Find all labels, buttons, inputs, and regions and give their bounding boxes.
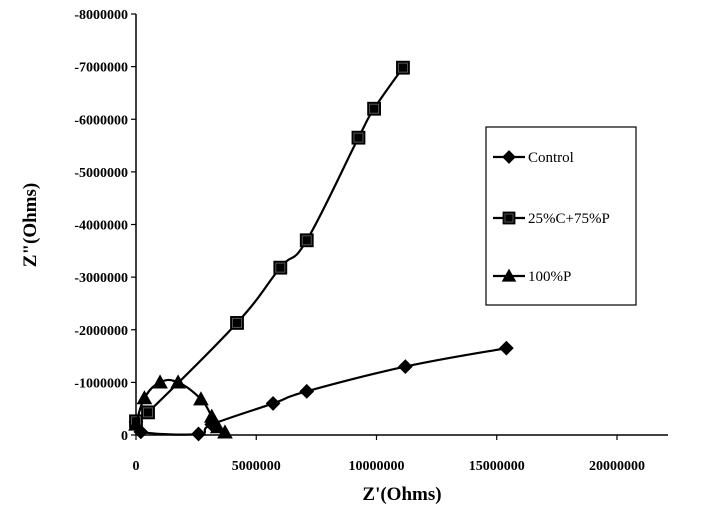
legend-label-25-c-75-p: 25%C+75%P <box>528 211 610 227</box>
legend-label-100-p: 100%P <box>528 269 571 285</box>
y-tick-label: -1000000 <box>74 376 128 391</box>
data-point-25-c-75-p-bevel <box>353 132 364 143</box>
data-point-25-c-75-p-bevel <box>232 317 243 328</box>
x-tick-label: 20000000 <box>589 459 645 474</box>
y-tick-label: -4000000 <box>74 219 128 234</box>
data-point-25-c-75-p-bevel <box>301 235 312 246</box>
y-tick-label: -2000000 <box>74 324 128 339</box>
data-point-100-p <box>217 424 233 439</box>
data-point-25-c-75-p <box>273 260 288 275</box>
data-point-25-c-75-p-bevel <box>143 407 154 418</box>
data-point-control <box>397 359 413 374</box>
data-point-25-c-75-p <box>299 233 314 248</box>
legend-label-control: Control <box>528 150 574 166</box>
x-tick-label: 5000000 <box>232 459 281 474</box>
data-point-100-p <box>136 390 153 405</box>
x-tick-label: 10000000 <box>349 459 405 474</box>
data-point-25-c-75-p <box>367 101 381 116</box>
y-tick-label: -5000000 <box>74 166 128 181</box>
data-point-control <box>299 383 315 399</box>
legend-marker-25-c-75-p-bevel <box>504 213 514 223</box>
series-line-control <box>132 347 507 436</box>
data-point-25-c-75-p-bevel <box>397 62 408 73</box>
series-layer <box>128 60 514 442</box>
x-axis-title: Z'(Ohms) <box>362 484 441 505</box>
data-point-control <box>191 426 206 442</box>
y-tick-label: -7000000 <box>74 61 128 76</box>
data-point-25-c-75-p <box>396 60 410 75</box>
data-point-100-p <box>209 419 226 434</box>
data-point-100-p <box>203 408 220 423</box>
data-point-control <box>498 340 514 356</box>
data-point-25-c-75-p <box>351 130 366 145</box>
legend: Control 25%C+75%P 100%P <box>485 126 637 306</box>
y-tick-label: -6000000 <box>74 113 128 128</box>
x-tick-label: 15000000 <box>469 459 525 474</box>
x-tick-label: 0 <box>133 459 140 474</box>
ticks: 0 5000000 10000000 15000000 20000000 0 -100000… <box>74 8 645 474</box>
data-point-100-p <box>152 374 168 389</box>
data-point-25-c-75-p <box>230 316 244 330</box>
data-point-25-c-75-p <box>141 405 155 420</box>
legend-marker-control <box>502 150 516 164</box>
series-100-p <box>128 374 233 439</box>
series-25-c-75-p <box>129 60 410 429</box>
data-point-25-c-75-p-bevel <box>369 103 380 114</box>
data-point-100-p <box>170 374 186 389</box>
series-control <box>128 340 514 442</box>
series-line-25-c-75-p <box>134 67 404 425</box>
legend-marker-100-p <box>501 268 517 282</box>
data-point-100-p <box>193 391 209 406</box>
y-tick-label: -3000000 <box>74 271 128 286</box>
data-point-25-c-75-p-bevel <box>275 262 286 273</box>
legend-marker-25-c-75-p <box>502 211 516 225</box>
data-point-100-p <box>128 416 144 431</box>
y-axis-title: Z"(Ohms) <box>20 183 41 267</box>
y-tick-label: 0 <box>121 429 128 444</box>
data-point-control <box>265 396 281 411</box>
y-tick-label: -8000000 <box>74 8 128 23</box>
